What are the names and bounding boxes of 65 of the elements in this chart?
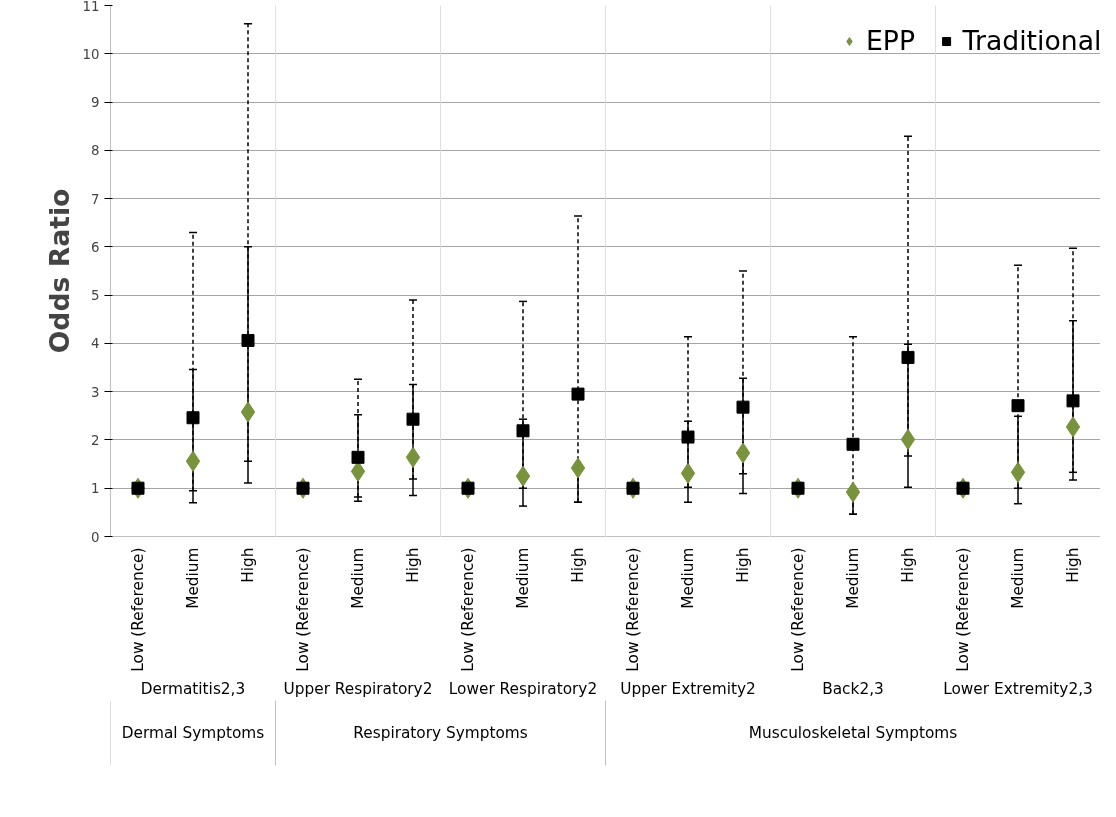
x-tick-label: Low (Reference) (624, 547, 642, 672)
x-tick-label: Medium (679, 547, 697, 609)
x-axis-title: Upper Extremity2 (620, 679, 756, 698)
y-tick-label: 5 (91, 288, 100, 304)
point (186, 411, 200, 425)
x-tick-label: Medium (514, 547, 532, 609)
text: Respiratory Symptoms (353, 724, 528, 742)
point (900, 428, 916, 450)
x-tick-label: High (404, 547, 422, 583)
point (846, 437, 860, 451)
y-tick-label: 3 (91, 384, 100, 400)
y-tick-label: 2 (91, 432, 100, 448)
point (736, 400, 750, 414)
point (735, 442, 751, 464)
point (241, 334, 255, 348)
x-tick-label: Low (Reference) (129, 547, 147, 672)
y-tick-label: 7 (91, 191, 100, 207)
point (680, 462, 696, 484)
x-tick-label: High (569, 547, 587, 583)
legend-label: EPP (866, 25, 915, 56)
x-tick-label: High (239, 547, 257, 583)
y-tick-label: 0 (91, 529, 100, 545)
y-tick-label: 10 (82, 46, 100, 62)
point (901, 350, 915, 364)
x-tick-label: Medium (184, 547, 202, 609)
point (570, 457, 586, 479)
x-axis-title: Lower Respiratory2 (448, 679, 598, 698)
x-tick-label: Medium (1009, 547, 1027, 609)
text: Musculoskeletal Symptoms (748, 724, 958, 742)
x-axis-title: Upper Respiratory2 (283, 679, 433, 698)
y-axis-title: Odds Ratio (43, 188, 75, 354)
point (1065, 416, 1081, 438)
point (406, 412, 420, 426)
x-axis-title: Lower Extremity2,3 (943, 679, 1093, 698)
x-tick-label: Medium (844, 547, 862, 609)
y-tick-label: 8 (91, 143, 100, 159)
y-tick-label: 6 (91, 239, 100, 255)
point (681, 430, 695, 444)
x-tick-label: Low (Reference) (294, 547, 312, 672)
legend-label: Traditional (962, 25, 1101, 56)
point (1010, 461, 1026, 483)
point (185, 450, 201, 472)
y-tick-label: 4 (91, 336, 100, 352)
x-tick-label: High (899, 547, 917, 583)
y-tick-label: 9 (91, 95, 100, 111)
point (351, 450, 365, 464)
x-tick-label: Medium (349, 547, 367, 609)
x-axis-title: Back2,3 (822, 679, 884, 698)
x-tick-label: Low (Reference) (459, 547, 477, 672)
point (240, 401, 256, 423)
text: Dermal Symptoms (121, 724, 265, 742)
y-tick-label: 11 (82, 0, 100, 14)
point (515, 465, 531, 487)
x-axis-title: Dermatitis2,3 (140, 679, 246, 698)
x-tick-label: High (734, 547, 752, 583)
x-tick-label: High (1064, 547, 1082, 583)
point (405, 446, 421, 468)
point (516, 424, 530, 438)
y-tick-label: 1 (91, 481, 100, 497)
x-tick-label: Low (Reference) (789, 547, 807, 672)
point (571, 387, 585, 401)
x-tick-label: Low (Reference) (954, 547, 972, 672)
point (845, 481, 861, 503)
point (1066, 394, 1080, 408)
point (1011, 399, 1025, 413)
